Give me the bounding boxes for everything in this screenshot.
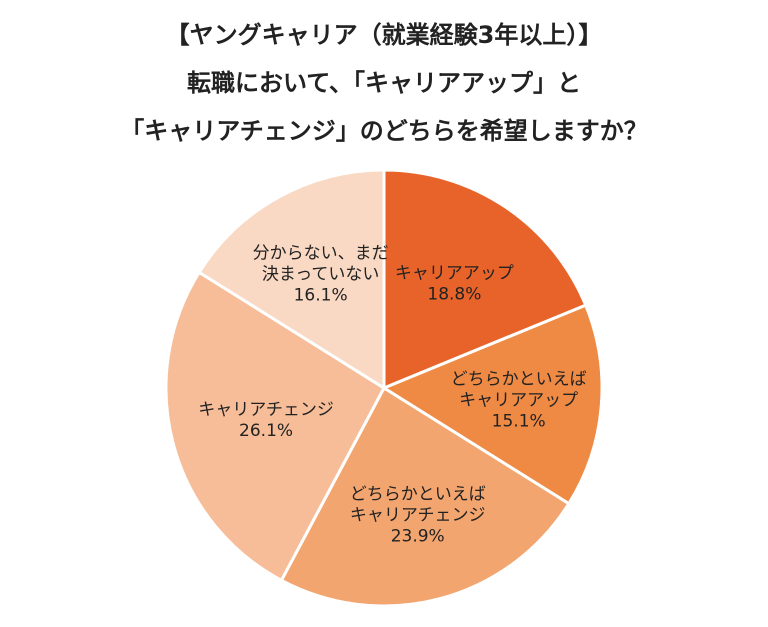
pie-slice-3 — [279, 385, 571, 608]
pie-slice-4 — [164, 270, 386, 583]
chart-title-line-2: 転職において、「キャリアアップ」と — [186, 69, 582, 97]
slice-value-label-3: 23.9% — [391, 526, 445, 546]
slice-category-label-5: 分からない、まだ — [253, 244, 389, 264]
slice-category-label-2: どちらかといえば — [451, 369, 587, 389]
slice-category-label-1: キャリアアップ — [395, 263, 514, 283]
pie-slice-5 — [197, 168, 386, 391]
slice-value-label-1: 18.8% — [427, 284, 481, 304]
slice-category-label-4: キャリアチェンジ — [198, 400, 334, 420]
pie-slice-1 — [382, 168, 588, 391]
slice-category-label-5: 決まっていない — [262, 265, 379, 285]
slice-value-label-2: 15.1% — [492, 411, 546, 431]
chart-title-line-1: 【ヤングキャリア（就業経験3年以上）】 — [165, 21, 603, 49]
slice-category-label-3: キャリアチェンジ — [350, 505, 486, 525]
slice-value-label-5: 16.1% — [294, 286, 348, 306]
slice-category-label-2: キャリアアップ — [459, 390, 578, 410]
chart-title-line-3: 「キャリアチェンジ」のどちらを希望しますか？ — [120, 117, 648, 145]
pie-slice-2 — [380, 303, 604, 506]
slice-value-label-4: 26.1% — [239, 421, 293, 441]
slice-category-label-3: どちらかといえば — [350, 484, 486, 504]
